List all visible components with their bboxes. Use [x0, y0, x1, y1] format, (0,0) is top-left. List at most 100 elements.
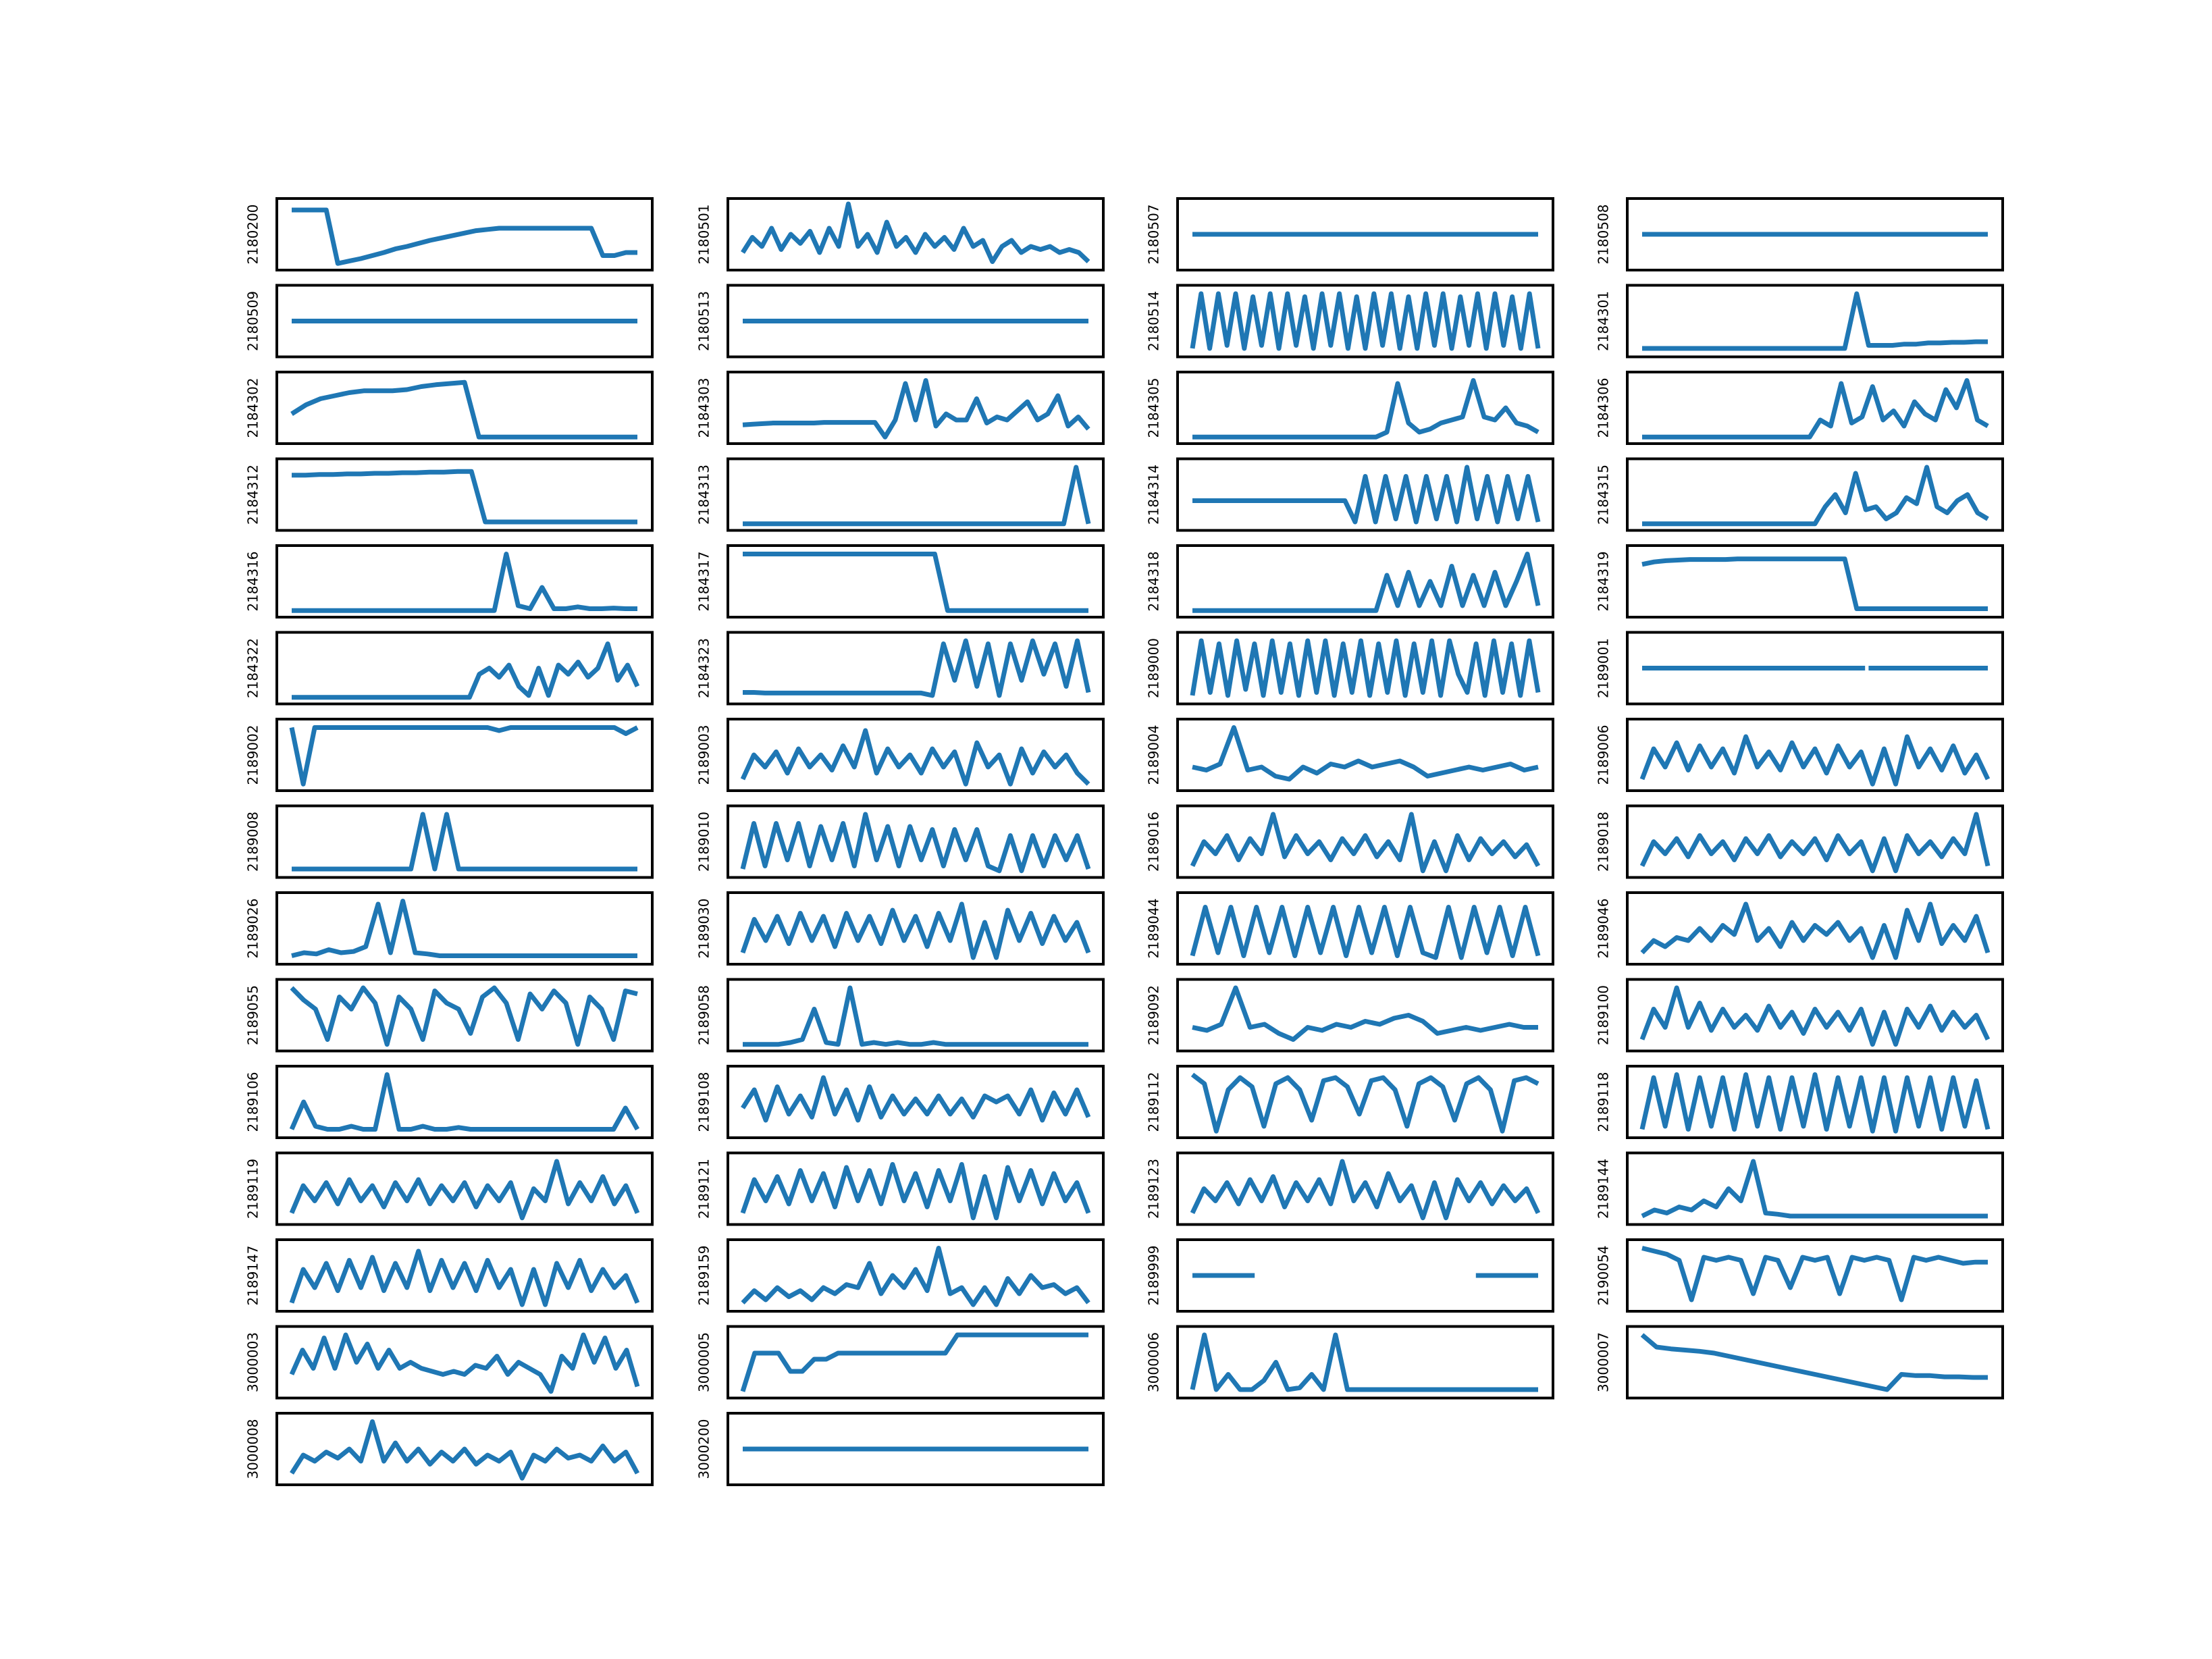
- y-axis-label: 2189092: [1146, 985, 1162, 1045]
- subplot-2184314: 2184314: [1146, 457, 1554, 532]
- series-line: [292, 207, 637, 266]
- y-axis-label: 2189018: [1596, 812, 1612, 872]
- subplot-2184317: 2184317: [696, 544, 1105, 618]
- series-line: [1190, 291, 1541, 351]
- series-line: [292, 469, 637, 525]
- axes-frame: [275, 544, 654, 618]
- y-axis-label: 2189030: [696, 898, 712, 958]
- series-line: [1192, 378, 1539, 440]
- subplot-2189026: 2189026: [245, 891, 654, 966]
- axes-frame: [275, 1412, 654, 1486]
- series-line: [289, 725, 639, 787]
- subplot-2180514: 2180514: [1146, 284, 1554, 359]
- axes-frame: [727, 1151, 1105, 1226]
- subplot-2184315: 2184315: [1596, 457, 2004, 532]
- y-axis-label: 2184323: [696, 638, 712, 698]
- axes-frame: [727, 978, 1105, 1053]
- series-line: [1639, 734, 1991, 787]
- subplot-3000007: 3000007: [1596, 1325, 2004, 1400]
- y-axis-label: 2189144: [1596, 1159, 1612, 1219]
- subplot-2180508: 2180508: [1596, 197, 2004, 271]
- y-axis-label: 2184302: [245, 377, 261, 438]
- series-line: [1642, 465, 1989, 527]
- subplot-2189018: 2189018: [1596, 804, 2004, 879]
- subplot-2189118: 2189118: [1596, 1065, 2004, 1139]
- axes-frame: [727, 197, 1105, 271]
- y-axis-label: 2180508: [1596, 204, 1612, 264]
- y-axis-label: 3000003: [245, 1332, 261, 1392]
- y-axis-label: 2180509: [245, 291, 261, 351]
- axes-frame: [1176, 718, 1554, 792]
- subplot-2189000: 2189000: [1146, 631, 1554, 706]
- axes-frame: [1176, 804, 1554, 879]
- y-axis-label: 2189004: [1146, 725, 1162, 785]
- subplot-3000003: 3000003: [245, 1325, 654, 1400]
- subplot-2189100: 2189100: [1596, 978, 2004, 1053]
- subplot-2189030: 2189030: [696, 891, 1105, 966]
- series-line: [740, 812, 1091, 874]
- subplot-2189112: 2189112: [1146, 1065, 1554, 1139]
- axes-frame: [275, 1065, 654, 1139]
- series-line: [740, 1162, 1091, 1221]
- series-line: [1192, 552, 1541, 613]
- series-line: [289, 1332, 640, 1394]
- y-axis-label: 2189123: [1146, 1159, 1162, 1219]
- subplot-2180513: 2180513: [696, 284, 1105, 359]
- subplot-2184322: 2184322: [245, 631, 654, 706]
- subplot-2189010: 2189010: [696, 804, 1105, 879]
- axes-frame: [275, 1325, 654, 1400]
- y-axis-label: 2189108: [696, 1072, 712, 1132]
- axes-frame: [727, 371, 1105, 445]
- subplot-2184302: 2184302: [245, 371, 654, 445]
- subplot-2189058: 2189058: [696, 978, 1105, 1053]
- series-line: [1642, 291, 1988, 351]
- subplot-3000006: 3000006: [1146, 1325, 1554, 1400]
- subplot-2184313: 2184313: [696, 457, 1105, 532]
- series-line: [740, 901, 1091, 960]
- y-axis-label: 2189100: [1596, 985, 1612, 1045]
- subplot-2184305: 2184305: [1146, 371, 1554, 445]
- y-axis-label: 3000008: [245, 1419, 261, 1479]
- subplot-2180501: 2180501: [696, 197, 1105, 271]
- subplot-2189144: 2189144: [1596, 1151, 2004, 1226]
- series-line: [741, 1075, 1091, 1123]
- y-axis-label: 2184313: [696, 465, 712, 525]
- series-line: [1642, 378, 1989, 440]
- subplot-2184323: 2184323: [696, 631, 1105, 706]
- subplot-2184316: 2184316: [245, 544, 654, 618]
- subplot-3000008: 3000008: [245, 1412, 654, 1486]
- series-line: [290, 985, 638, 1047]
- y-axis-label: 2189112: [1146, 1072, 1162, 1132]
- y-axis-label: 2189044: [1146, 898, 1162, 958]
- series-line: [1192, 725, 1539, 782]
- y-axis-label: 2189121: [696, 1159, 712, 1219]
- series-line: [743, 638, 1091, 698]
- y-axis-label: 2184322: [245, 638, 261, 698]
- y-axis-label: 2189000: [1146, 638, 1162, 698]
- y-axis-label: 2184318: [1146, 551, 1162, 611]
- series-line: [1639, 1072, 1991, 1134]
- y-axis-label: 2189999: [1146, 1245, 1162, 1305]
- subplot-2189092: 2189092: [1146, 978, 1554, 1053]
- axes-frame: [1626, 1151, 2004, 1226]
- axes-frame: [727, 891, 1105, 966]
- axes-frame: [275, 804, 654, 879]
- axes-frame: [727, 1325, 1105, 1400]
- y-axis-label: 2184306: [1596, 377, 1612, 438]
- y-axis-label: 2189106: [245, 1072, 261, 1132]
- series-line: [1640, 901, 1991, 960]
- axes-frame: [727, 544, 1105, 618]
- series-line: [289, 1159, 640, 1221]
- subplot-2184301: 2184301: [1596, 284, 2004, 359]
- axes-frame: [727, 804, 1105, 879]
- axes-frame: [1176, 978, 1554, 1053]
- series-line: [1190, 638, 1541, 698]
- subplot-2189016: 2189016: [1146, 804, 1554, 879]
- series-line: [740, 728, 1090, 787]
- y-axis-label: 2190054: [1596, 1245, 1612, 1305]
- series-line: [289, 1248, 640, 1307]
- subplot-2189106: 2189106: [245, 1065, 654, 1139]
- series-line: [1192, 465, 1541, 525]
- series-line: [1641, 1246, 1988, 1302]
- series-line: [743, 985, 1088, 1047]
